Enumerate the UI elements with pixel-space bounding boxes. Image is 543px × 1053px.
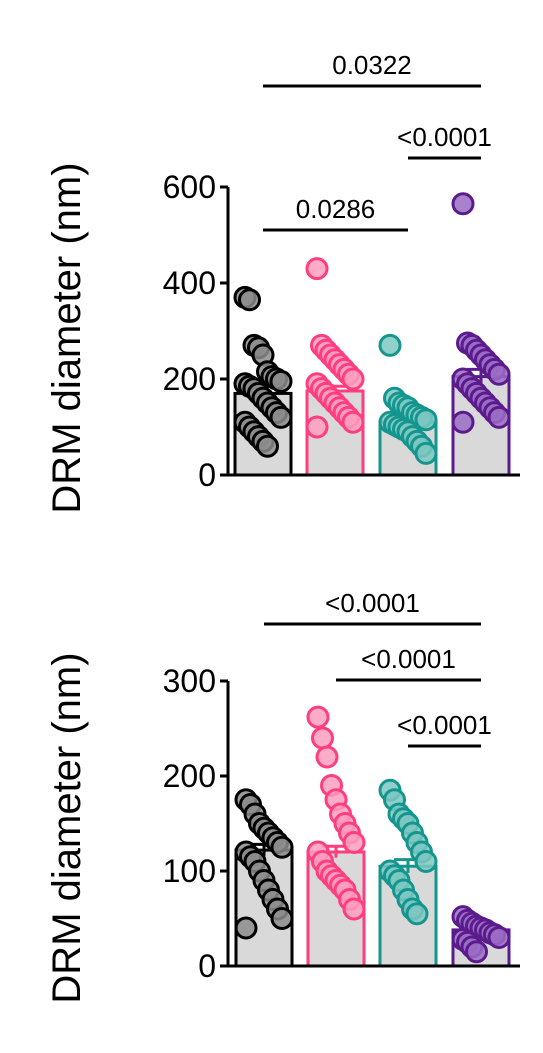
data-point — [234, 916, 258, 940]
y-tick-label: 400 — [163, 265, 216, 301]
y-tick-labels: 0 100 200 300 — [163, 663, 216, 984]
data-point — [269, 405, 293, 429]
y-tick-label: 600 — [163, 169, 216, 205]
data-point — [487, 362, 511, 386]
comparison-label: 0.0286 — [296, 194, 376, 224]
points-layer — [233, 192, 511, 465]
chart-panel-top: DRM diameter (nm) 0 200 400 600 0.0286 <… — [45, 50, 520, 514]
comparison-label: <0.0001 — [361, 644, 456, 674]
y-tick-label: 200 — [163, 361, 216, 397]
y-tick-label: 100 — [163, 853, 216, 889]
y-axis-title: DRM diameter (nm) — [45, 652, 89, 1003]
chart-panel-bottom: DRM diameter (nm) 0 100 200 300 <0.0001 … — [45, 588, 520, 1004]
data-point — [405, 902, 429, 926]
data-point — [305, 415, 329, 439]
y-tick-labels: 0 200 400 600 — [163, 169, 216, 493]
data-point — [270, 907, 294, 930]
data-point — [306, 705, 330, 729]
comparison-label: <0.0001 — [397, 122, 492, 152]
comparison-label: 0.0322 — [332, 50, 412, 80]
data-point — [342, 897, 366, 921]
data-point — [465, 940, 488, 964]
data-point — [378, 333, 402, 357]
data-point — [414, 408, 438, 432]
data-point — [305, 257, 329, 281]
comparison-label: <0.0001 — [397, 710, 492, 740]
y-tick-label: 0 — [198, 948, 216, 984]
data-point — [414, 850, 438, 873]
data-point — [451, 410, 475, 434]
data-point — [269, 369, 293, 393]
axes-layer — [220, 679, 520, 968]
axes-layer — [220, 185, 520, 477]
data-point — [487, 405, 511, 429]
comparisons-layer: 0.0286 <0.0001 0.0322 — [263, 50, 492, 232]
data-point — [487, 926, 511, 949]
data-point — [238, 288, 261, 312]
data-point — [341, 410, 365, 434]
data-point — [451, 192, 475, 216]
y-tick-label: 0 — [198, 457, 216, 493]
data-point — [414, 441, 438, 465]
y-tick-label: 200 — [163, 758, 216, 794]
y-axis-title: DRM diameter (nm) — [45, 162, 89, 513]
data-point — [270, 835, 294, 859]
data-point — [342, 831, 366, 854]
data-point — [315, 745, 339, 769]
comparison-label: <0.0001 — [325, 588, 420, 618]
data-point — [311, 726, 334, 750]
data-point — [341, 367, 365, 391]
y-tick-label: 300 — [163, 663, 216, 699]
comparisons-layer: <0.0001 <0.0001 <0.0001 — [264, 588, 492, 748]
points-layer — [234, 705, 511, 964]
data-point — [256, 434, 279, 458]
